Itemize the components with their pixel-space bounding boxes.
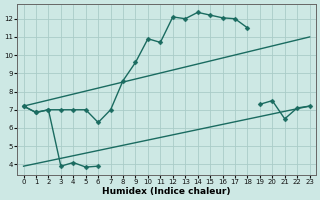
X-axis label: Humidex (Indice chaleur): Humidex (Indice chaleur) (102, 187, 231, 196)
